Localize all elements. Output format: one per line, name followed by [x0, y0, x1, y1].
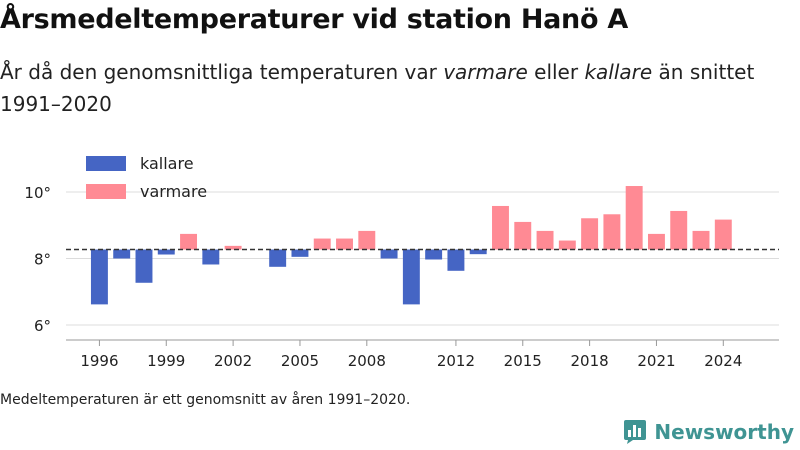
- bar-2014: [492, 205, 509, 250]
- subtitle-part1: År då den genomsnittliga temperaturen va…: [0, 60, 444, 84]
- bar-1999: [157, 249, 175, 255]
- bar-2002: [224, 245, 242, 250]
- bar-2013: [469, 249, 487, 255]
- bar-2005: [291, 249, 309, 257]
- bar-2018: [581, 218, 599, 250]
- bar-2012: [447, 249, 465, 271]
- subtitle-part2: eller: [527, 60, 585, 84]
- x-tick-label: 2008: [348, 352, 386, 370]
- bar-1997: [113, 249, 131, 259]
- x-tick-label: 2018: [571, 352, 609, 370]
- bar-2015: [514, 221, 532, 250]
- legend-swatch-colder: [86, 156, 126, 171]
- legend-label-colder: kallare: [140, 154, 194, 173]
- bar-1996: [90, 249, 108, 305]
- bar-2010: [402, 249, 420, 305]
- newsworthy-logo-icon: [624, 420, 647, 444]
- bar-2007: [336, 238, 353, 250]
- subtitle-warmer: varmare: [443, 60, 528, 84]
- x-tick-label: 1996: [80, 352, 118, 370]
- bar-chart: 6° 8° 10° 1996 1999 2002 2005 2008 2012 2015 2018 2…: [24, 154, 779, 370]
- bar-2004: [269, 249, 287, 267]
- x-tick-label: 2015: [504, 352, 542, 370]
- brand-name: Newsworthy: [654, 420, 794, 444]
- y-tick-label: 8°: [34, 251, 51, 269]
- bar-2019: [603, 214, 621, 250]
- bar-2022: [670, 210, 688, 250]
- bar-2024: [714, 219, 732, 250]
- bar-2021: [647, 233, 665, 250]
- bar-2020: [625, 186, 643, 250]
- bar-2006: [313, 238, 331, 250]
- bar-2000: [180, 233, 198, 250]
- chart-title: Årsmedeltemperaturer vid station Hanö A: [0, 4, 628, 35]
- brand-logo: Newsworthy: [622, 419, 794, 445]
- legend-label-warmer: varmare: [140, 182, 207, 201]
- bar-2011: [425, 249, 443, 260]
- bar-2017: [558, 240, 576, 250]
- footnote: Medeltemperaturen är ett genomsnitt av å…: [0, 392, 411, 408]
- subtitle-colder: kallare: [584, 60, 653, 84]
- y-tick-label: 10°: [24, 184, 51, 202]
- bar-2001: [202, 249, 220, 265]
- x-tick-label: 2005: [281, 352, 319, 370]
- subtitle-part3: än snittet 1991–2020: [0, 60, 755, 116]
- y-tick-label: 6°: [34, 317, 51, 335]
- x-tick-label: 1999: [147, 352, 185, 370]
- x-tick-label: 2024: [704, 352, 742, 370]
- x-tick-label: 2012: [437, 352, 475, 370]
- chart-subtitle: År då den genomsnittliga temperaturen va…: [0, 56, 790, 120]
- bar-2008: [358, 230, 376, 250]
- bar-2009: [380, 249, 398, 259]
- x-tick-label: 2021: [637, 352, 675, 370]
- x-tick-label: 2002: [214, 352, 252, 370]
- legend-swatch-warmer: [86, 184, 126, 199]
- bar-2023: [692, 230, 710, 250]
- bar-1998: [135, 249, 153, 283]
- bar-2016: [536, 230, 554, 250]
